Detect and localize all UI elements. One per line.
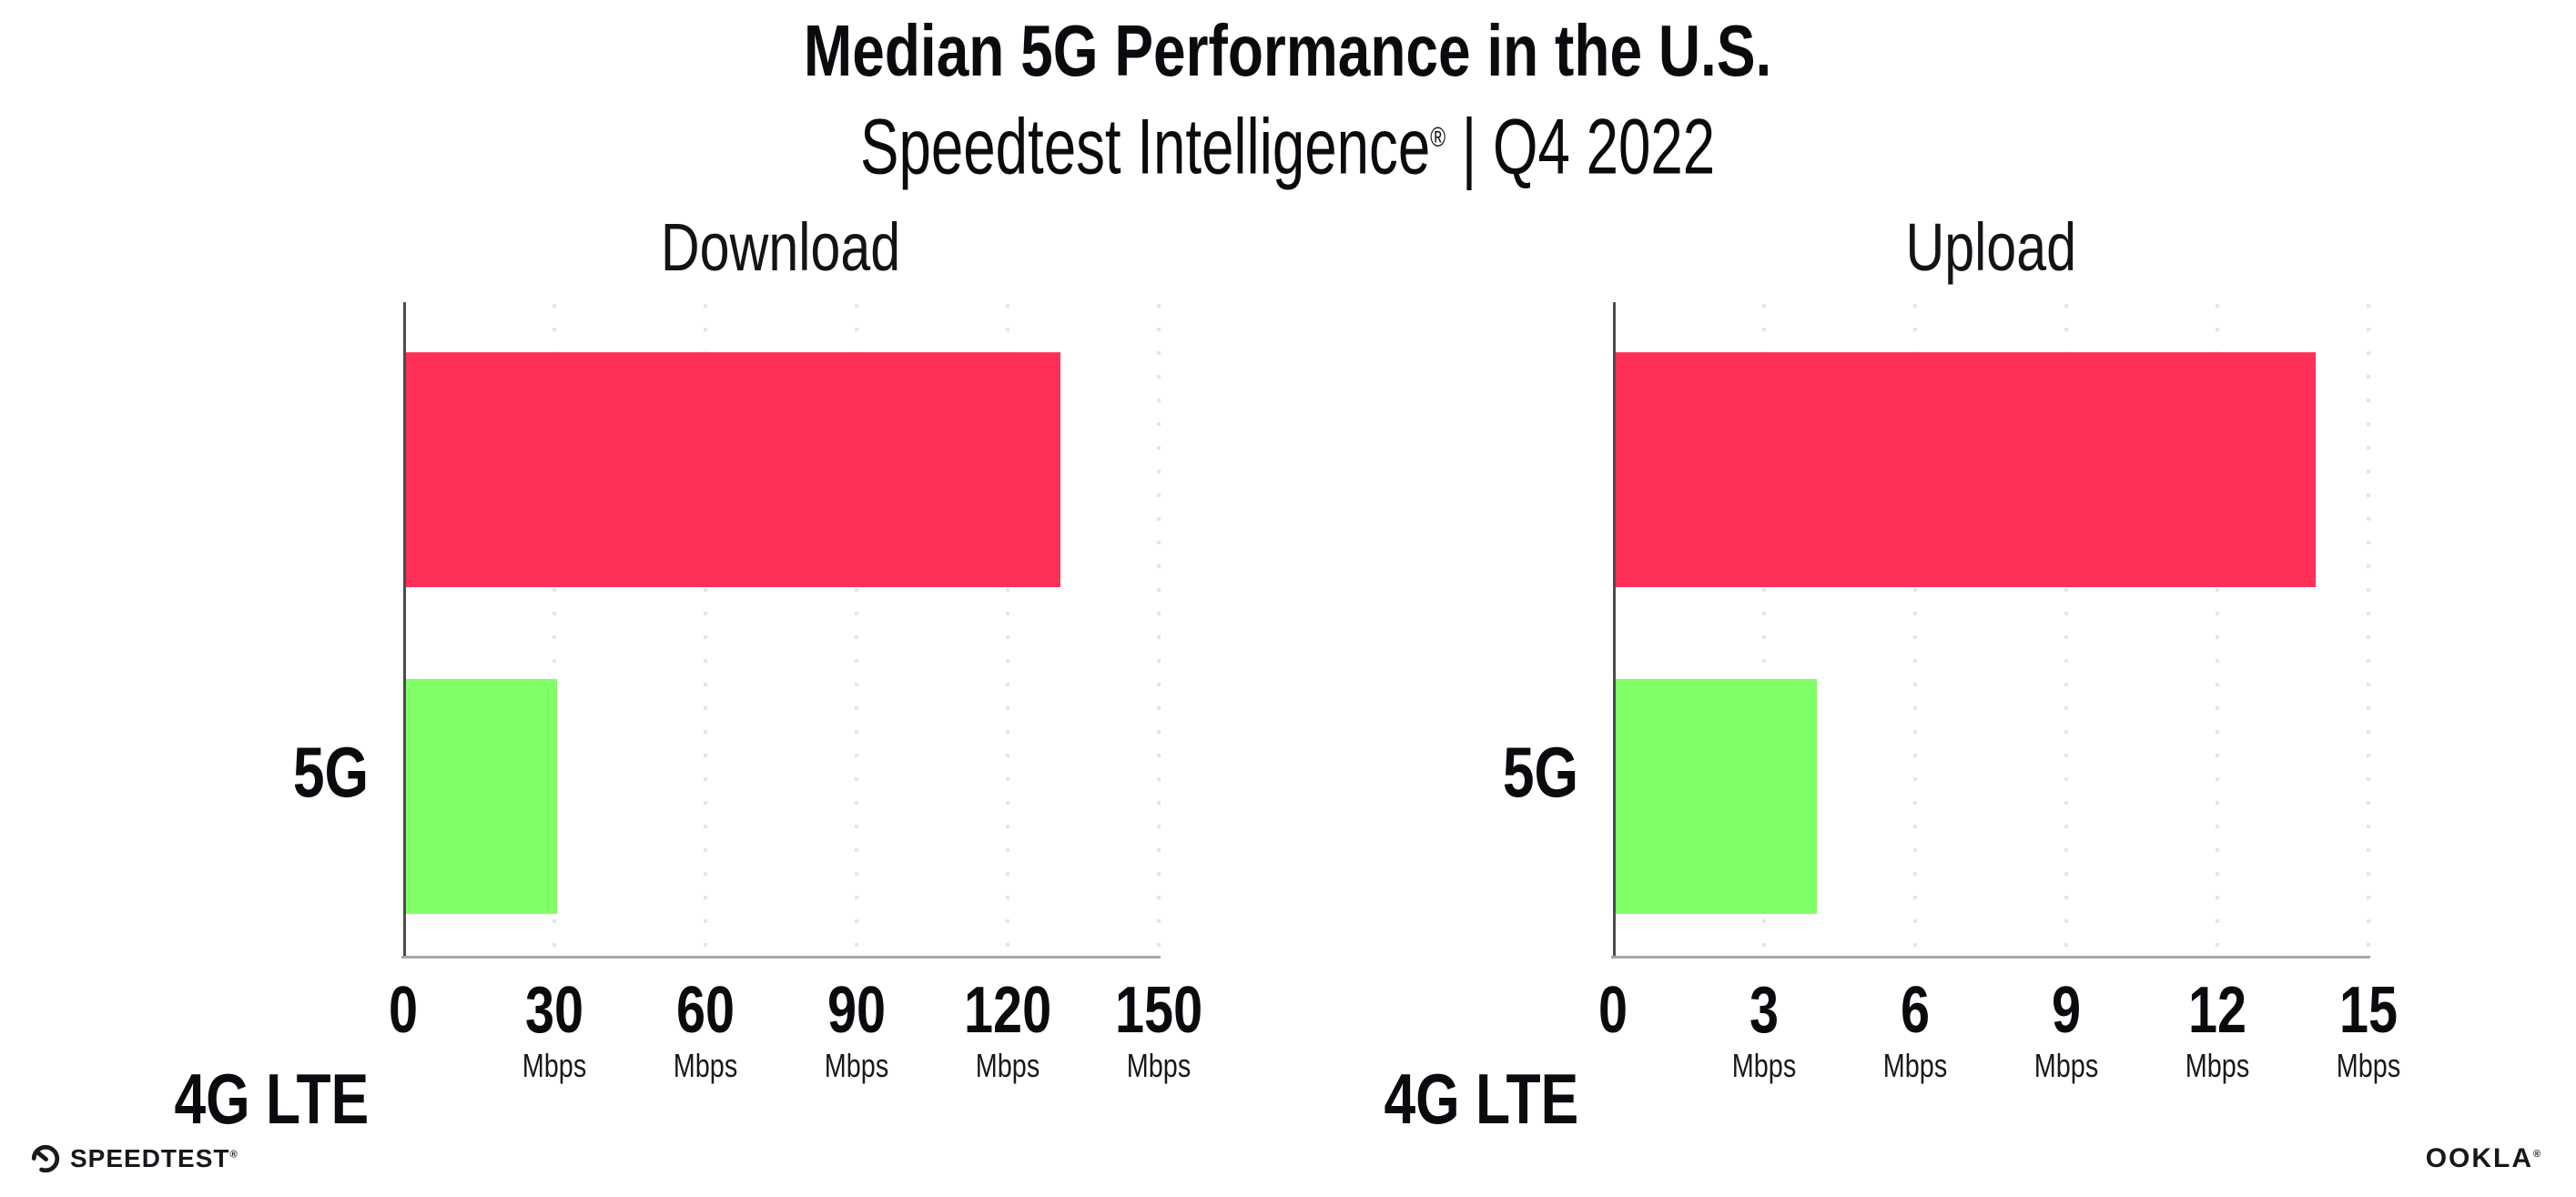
gridline bbox=[2064, 304, 2068, 955]
gridline bbox=[1762, 304, 1766, 955]
subtitle-period: Q4 2022 bbox=[1493, 103, 1716, 191]
upload-chart: Upload 5G 4G LTE 0 3 Mbps 6 Mbps 9 bbox=[1384, 211, 2400, 1138]
gridline bbox=[704, 304, 707, 955]
gridline bbox=[1006, 304, 1009, 955]
x-tick: 0 bbox=[388, 974, 419, 1047]
gridline bbox=[855, 304, 858, 955]
bar-5g-upload bbox=[1616, 352, 2317, 587]
x-axis-line bbox=[1611, 956, 2370, 959]
download-chart: Download 5G 4G LTE 0 30 Mbps 60 Mbps bbox=[174, 211, 1202, 1138]
ookla-logo: OOKLA® bbox=[2426, 1143, 2542, 1174]
gridline bbox=[2367, 304, 2370, 955]
upload-chart-title: Upload bbox=[1905, 209, 2076, 285]
bar-5g-download bbox=[406, 352, 1061, 587]
bar-4glte-download bbox=[406, 679, 557, 914]
subtitle-separator: | bbox=[1445, 103, 1494, 191]
x-tick: 15 Mbps bbox=[2336, 974, 2401, 1084]
x-axis-line bbox=[401, 956, 1161, 959]
page-title-text: Median 5G Performance in the U.S. bbox=[804, 10, 1772, 91]
page-title: Median 5G Performance in the U.S. bbox=[0, 11, 2576, 91]
x-tick: 60 Mbps bbox=[673, 974, 738, 1084]
page-subtitle: Speedtest Intelligence® | Q4 2022 bbox=[0, 95, 2576, 190]
x-tick: 9 Mbps bbox=[2033, 974, 2099, 1084]
page-subtitle-text: Speedtest Intelligence® | Q4 2022 bbox=[860, 95, 1715, 190]
x-tick: 30 Mbps bbox=[522, 974, 587, 1084]
x-tick: 3 Mbps bbox=[1731, 974, 1797, 1084]
gridline bbox=[1913, 304, 1917, 955]
y-axis-line bbox=[403, 302, 406, 959]
gridline bbox=[553, 304, 556, 955]
x-tick: 0 bbox=[1597, 974, 1628, 1047]
subtitle-brand: Speedtest Intelligence bbox=[860, 103, 1431, 191]
x-tick: 120 Mbps bbox=[963, 974, 1052, 1084]
speedtest-wordmark: SPEEDTEST® bbox=[70, 1144, 238, 1172]
ookla-wordmark: OOKLA® bbox=[2425, 1143, 2542, 1173]
speedtest-gauge-icon bbox=[31, 1144, 60, 1173]
gridline bbox=[1157, 304, 1161, 955]
x-tick: 150 Mbps bbox=[1114, 974, 1203, 1084]
y-axis-line bbox=[1613, 302, 1616, 959]
bar-4glte-upload bbox=[1616, 679, 1818, 914]
category-label-4glte: 4G LTE bbox=[174, 1059, 369, 1139]
trademark-icon: ® bbox=[229, 1149, 238, 1161]
speedtest-logo: SPEEDTEST® bbox=[30, 1143, 238, 1174]
registered-mark: ® bbox=[1430, 121, 1446, 153]
category-label-4glte: 4G LTE bbox=[1384, 1059, 1578, 1139]
x-tick: 12 Mbps bbox=[2185, 974, 2250, 1084]
download-chart-title: Download bbox=[661, 209, 901, 285]
category-label-5g: 5G bbox=[1502, 732, 1578, 812]
x-tick: 6 Mbps bbox=[1882, 974, 1948, 1084]
trademark-icon: ® bbox=[2533, 1149, 2542, 1160]
category-label-5g: 5G bbox=[292, 732, 369, 812]
gridline bbox=[2216, 304, 2219, 955]
x-tick: 90 Mbps bbox=[824, 974, 889, 1084]
